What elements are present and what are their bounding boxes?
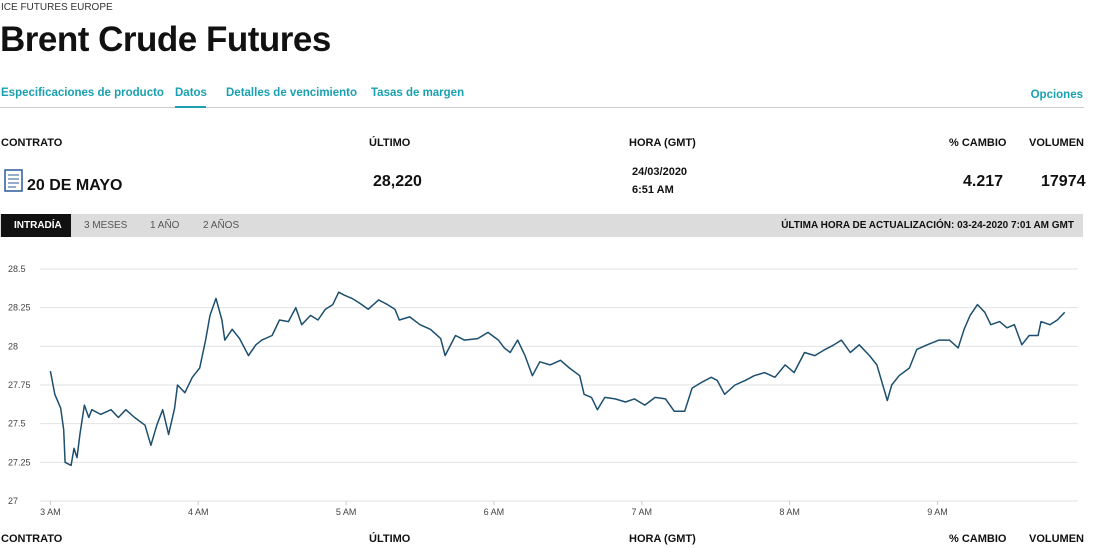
col-header: HORA (GMT) bbox=[629, 137, 696, 149]
nav-divider bbox=[0, 107, 1084, 108]
update-text: ÚLTIMA HORA DE ACTUALIZACIÓN: 03-24-2020… bbox=[781, 220, 1074, 231]
last-price: 28,220 bbox=[373, 173, 422, 190]
y-tick-label: 27 bbox=[8, 496, 18, 506]
x-tick-label: 6 AM bbox=[484, 507, 505, 517]
nav-tab[interactable]: Especificaciones de producto bbox=[1, 87, 164, 99]
nav-tab[interactable]: Detalles de vencimiento bbox=[226, 87, 358, 99]
active-underline bbox=[175, 106, 206, 108]
volume: 17974 bbox=[1041, 173, 1086, 190]
nav-tab[interactable]: Tasas de margen bbox=[371, 87, 465, 99]
breadcrumb: ICE FUTURES EUROPE bbox=[1, 2, 113, 13]
range-tab[interactable]: 2 AÑOS bbox=[203, 220, 240, 231]
footer-header: ÚLTIMO bbox=[369, 533, 411, 545]
col-header: % CAMBIO bbox=[949, 137, 1007, 149]
price-line bbox=[49, 291, 1066, 467]
time: 6:51 AM bbox=[632, 184, 674, 196]
col-header: VOLUMEN bbox=[1029, 137, 1084, 149]
footer-header: HORA (GMT) bbox=[629, 533, 696, 545]
date: 24/03/2020 bbox=[632, 166, 688, 178]
page-title: Brent Crude Futures bbox=[0, 20, 331, 59]
nav-options[interactable]: Opciones bbox=[1030, 89, 1083, 101]
range-tab[interactable]: 1 AÑO bbox=[150, 220, 180, 231]
y-tick-label: 28.5 bbox=[8, 264, 26, 274]
footer-header: % CAMBIO bbox=[949, 533, 1007, 545]
range-active-bg bbox=[1, 214, 71, 237]
x-tick-label: 8 AM bbox=[779, 507, 800, 517]
y-tick-label: 27.25 bbox=[8, 457, 31, 467]
y-tick-label: 27.75 bbox=[8, 380, 31, 390]
footer-header: VOLUMEN bbox=[1029, 533, 1084, 545]
y-tick-label: 27.5 bbox=[8, 419, 26, 429]
contract-icon bbox=[4, 169, 23, 192]
y-tick-label: 28 bbox=[8, 341, 18, 351]
range-bar bbox=[0, 214, 1083, 237]
chart: 27 27.25 27.5 27.75 28 28.25 28.5 3 AM 4 AM 5 AM 6… bbox=[8, 264, 1078, 517]
change: 4.217 bbox=[963, 173, 1004, 190]
range-tab[interactable]: INTRADÍA bbox=[14, 220, 62, 231]
x-tick-label: 4 AM bbox=[188, 507, 209, 517]
contract: 20 DE MAYO bbox=[27, 177, 123, 194]
y-tick-label: 28.25 bbox=[8, 303, 31, 313]
x-tick-label: 9 AM bbox=[927, 507, 948, 517]
x-tick-label: 3 AM bbox=[40, 507, 61, 517]
footer-header: CONTRATO bbox=[1, 533, 63, 545]
x-tick-label: 7 AM bbox=[632, 507, 653, 517]
col-header: ÚLTIMO bbox=[369, 137, 411, 149]
range-tab[interactable]: 3 MESES bbox=[84, 220, 128, 231]
col-header: CONTRATO bbox=[1, 137, 63, 149]
x-tick-label: 5 AM bbox=[336, 507, 357, 517]
nav-tab[interactable]: Datos bbox=[175, 87, 207, 99]
